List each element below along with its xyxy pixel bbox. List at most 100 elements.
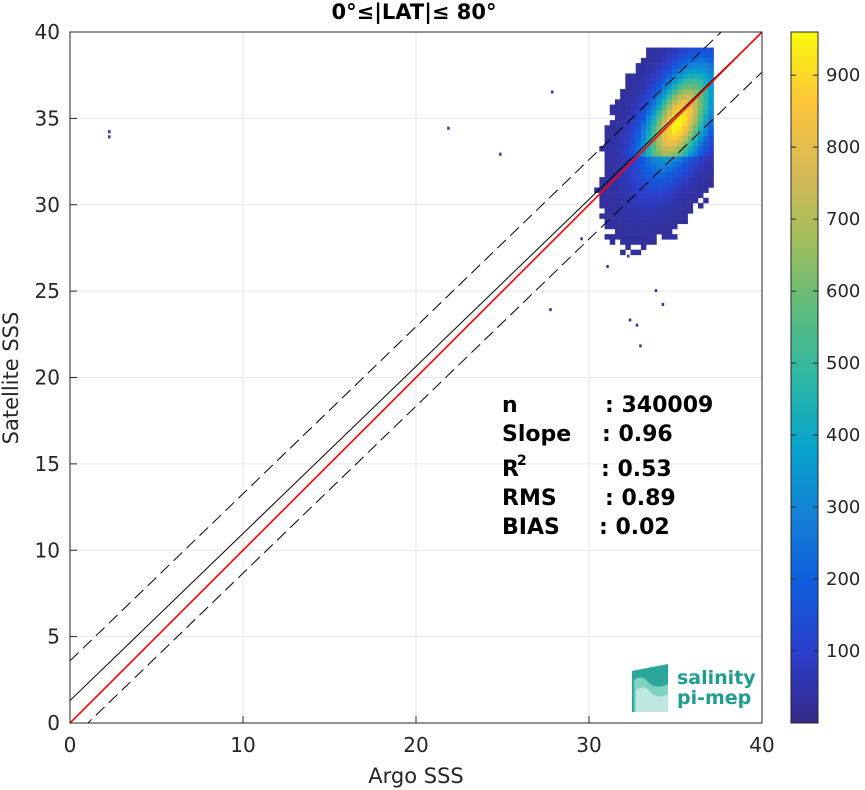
density-cell — [609, 234, 616, 240]
density-cell — [708, 109, 714, 116]
density-cell — [708, 146, 714, 152]
density-cell — [687, 109, 694, 116]
density-cell — [620, 140, 626, 147]
colorbar-tick-label: 300 — [826, 497, 860, 518]
stat-label: BIAS — [502, 515, 560, 540]
density-cell — [604, 187, 611, 193]
density-cell — [640, 187, 647, 193]
density-cell — [646, 83, 652, 90]
density-cell — [656, 213, 662, 219]
density-cell — [614, 203, 621, 209]
density-cell — [640, 208, 647, 214]
density-cell — [682, 203, 688, 209]
density-cell — [609, 182, 616, 188]
density-cell — [666, 177, 673, 183]
density-cell — [703, 161, 709, 168]
density-cell — [635, 239, 642, 245]
density-cell — [682, 94, 688, 100]
stat-value: : 0.96 — [602, 422, 673, 447]
density-cell — [672, 63, 678, 69]
density-cell — [651, 218, 657, 225]
density-cell — [625, 146, 631, 152]
density-cell — [677, 52, 683, 59]
density-cell — [635, 218, 642, 225]
density-cell — [661, 104, 668, 111]
density-cell — [625, 213, 631, 219]
density-cell — [687, 182, 694, 188]
density-cell — [672, 192, 678, 199]
density-cell — [672, 208, 678, 214]
density-cell — [672, 182, 678, 188]
density-cell — [697, 146, 704, 152]
density-cell — [677, 203, 683, 209]
density-cell — [692, 135, 699, 142]
density-cell — [687, 177, 694, 183]
colorbar-tick-label: 800 — [826, 137, 860, 158]
density-cell — [666, 94, 673, 100]
density-cell — [661, 99, 668, 105]
density-cell — [656, 125, 662, 131]
density-cell — [692, 73, 699, 79]
density-cell — [661, 78, 668, 85]
stat-label: RMS — [502, 486, 557, 511]
density-cell — [687, 146, 694, 152]
density-cell — [672, 234, 678, 240]
density-cell — [604, 166, 611, 173]
density-cell — [656, 197, 662, 204]
density-cell — [672, 99, 678, 105]
y-tick-label: 30 — [35, 193, 60, 217]
density-cell — [697, 166, 704, 173]
density-cell — [661, 114, 668, 121]
density-cell — [656, 177, 662, 183]
density-cell — [620, 120, 626, 126]
density-cell — [666, 120, 673, 126]
density-cell — [630, 156, 637, 162]
density-cell — [692, 47, 699, 54]
density-cell — [614, 120, 621, 126]
density-cell — [703, 177, 709, 183]
density-cell — [620, 130, 626, 136]
density-cell — [651, 130, 657, 136]
density-cell — [630, 171, 637, 178]
density-cell — [609, 125, 616, 131]
density-cell — [666, 187, 673, 193]
density-cell — [661, 182, 668, 188]
density-cell — [630, 114, 637, 121]
density-cell — [614, 151, 621, 157]
density-cell — [630, 161, 637, 168]
density-cell — [666, 228, 673, 235]
wave-logo-icon — [632, 664, 668, 712]
density-cell — [640, 166, 647, 173]
colorbar-tick-label: 400 — [826, 425, 860, 446]
colorbar-tick-label: 200 — [826, 569, 860, 590]
density-cell — [708, 151, 714, 157]
density-cell — [620, 234, 626, 240]
density-cell — [687, 140, 694, 147]
density-cell — [646, 68, 652, 74]
density-cell — [614, 99, 621, 105]
density-cell — [682, 182, 688, 188]
density-cell — [672, 187, 678, 193]
density-cell — [692, 120, 699, 126]
density-cell — [646, 213, 652, 219]
density-cell — [635, 177, 642, 183]
density-cell — [614, 109, 621, 116]
density-cell — [666, 218, 673, 225]
density-cell — [640, 146, 647, 152]
density-cell — [651, 234, 657, 240]
density-cell — [656, 130, 662, 136]
density-cell — [609, 166, 616, 173]
density-cell — [635, 249, 642, 256]
density-cell — [672, 177, 678, 183]
density-cell — [646, 57, 652, 64]
density-cell — [635, 228, 642, 235]
density-cell — [651, 125, 657, 131]
density-cell — [635, 146, 642, 152]
density-cell — [635, 68, 642, 74]
density-cell — [630, 239, 637, 245]
density-cell — [672, 94, 678, 100]
salinity-pi-mep-logo: salinity pi-mep — [632, 664, 756, 712]
density-cell — [677, 68, 683, 74]
density-cell — [692, 171, 699, 178]
density-cell — [646, 135, 652, 142]
